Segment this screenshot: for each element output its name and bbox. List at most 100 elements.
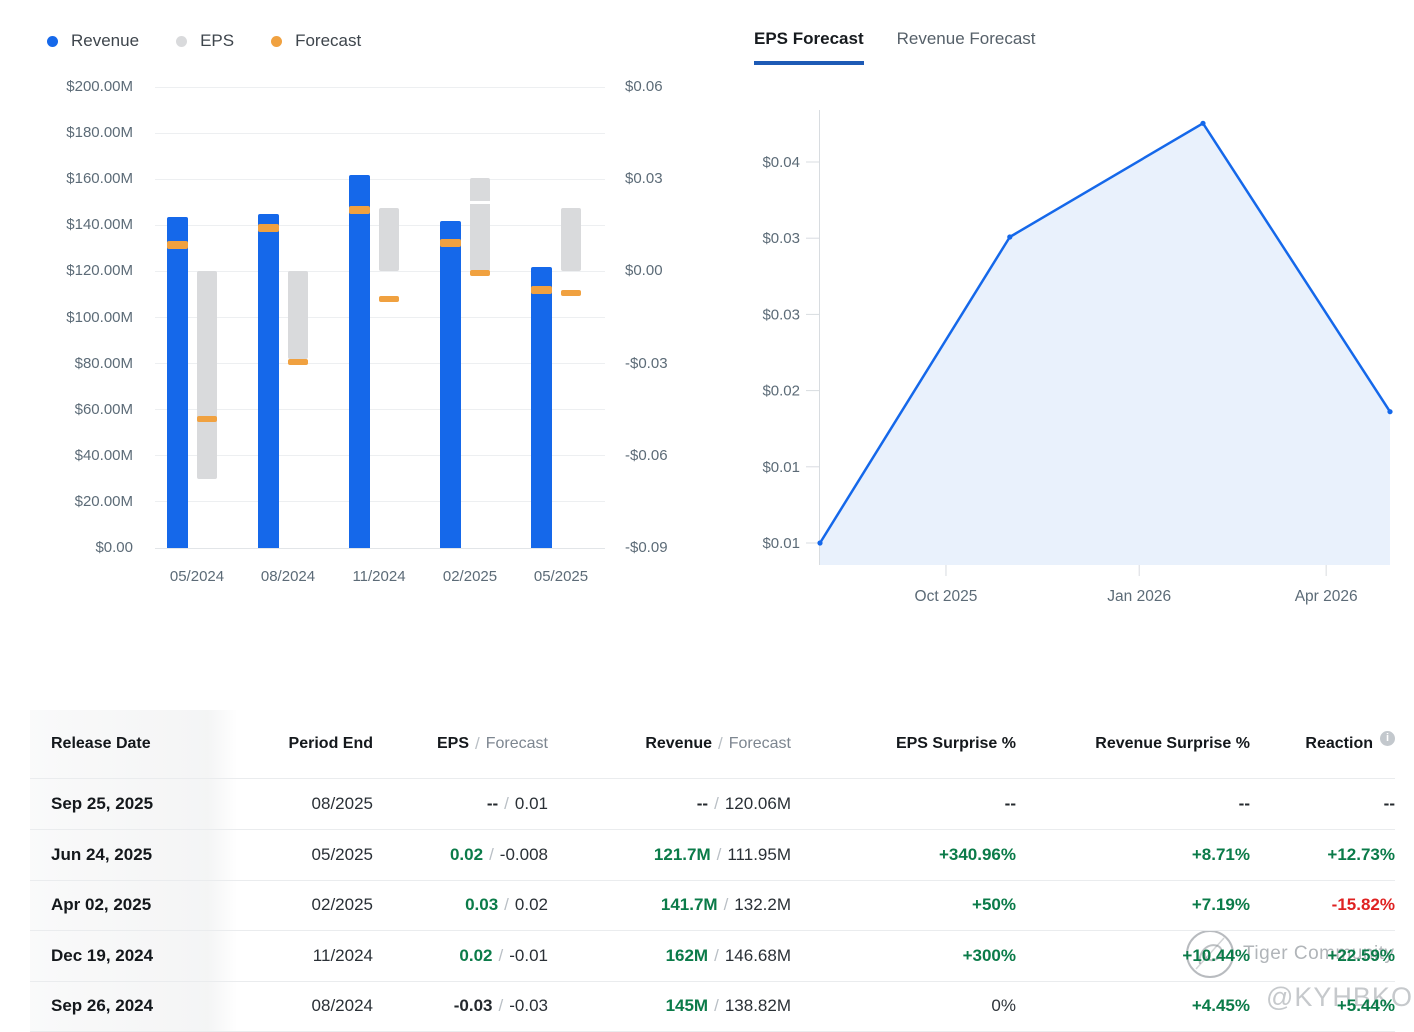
revenue-dot-icon — [47, 35, 58, 47]
cell-revenue: 141.7M / 132.2M — [565, 880, 791, 930]
y-axis-label-left: $0.00 — [95, 539, 133, 556]
data-point — [1007, 234, 1013, 240]
cell-revenue-surprise: +8.71% — [1030, 830, 1250, 880]
revenue-eps-combo-chart[interactable]: $200.00M $180.00M $160.00M $140.00M $120.00M… — [0, 0, 710, 620]
sticky-column-shade — [30, 710, 237, 1032]
forecast-dot-icon — [271, 35, 283, 47]
x-axis-label: 08/2024 — [260, 568, 316, 585]
cell-eps-surprise: +340.96% — [810, 830, 1016, 880]
y-axis-label-right: -$0.03 — [625, 354, 668, 372]
release-date: Sep 26, 2024 — [51, 996, 154, 1015]
y-tick-label: $0.03 — [762, 230, 800, 247]
cell-reaction: +5.44% — [1262, 981, 1395, 1031]
revenue-bar[interactable] — [349, 174, 370, 548]
cell-revenue-surprise: +10.44% — [1030, 931, 1250, 981]
cell-eps: 0.03 / 0.02 — [390, 880, 548, 930]
cell-reaction: +22.59% — [1262, 931, 1395, 981]
legend-label-forecast: Forecast — [295, 31, 362, 50]
header-cell: Release Date — [51, 710, 231, 778]
revenue-bar[interactable] — [531, 267, 552, 548]
gridline — [155, 501, 605, 503]
header-cell: EPS Surprise % — [810, 710, 1016, 778]
eps-surprise: +50% — [972, 895, 1016, 914]
eps-bar[interactable] — [561, 208, 581, 272]
revenue-forecast-marker — [440, 239, 461, 248]
release-date: Sep 25, 2025 — [51, 794, 154, 813]
y-axis-label-right: -$0.06 — [625, 446, 668, 464]
revenue-forecast: 120.06M — [724, 794, 791, 813]
header-cell: Revenue / Forecast — [565, 710, 791, 778]
eps-forecast: -0.008 — [499, 844, 548, 864]
gridline — [155, 363, 605, 365]
slash: / — [714, 794, 719, 813]
eps-bar[interactable] — [470, 177, 490, 272]
cell-reaction: +12.73% — [1262, 830, 1395, 880]
cell-release-date: Jun 24, 2025 — [51, 830, 231, 880]
table-row[interactable]: Jun 24, 2025 05/2025 0.02/-0.008 121.7M/111… — [30, 830, 1395, 881]
cell-revenue: 162M/146.68M — [565, 931, 791, 981]
info-icon[interactable]: i — [1380, 730, 1395, 746]
revenue-bar[interactable] — [167, 216, 188, 548]
header-label: Revenue Surprise % — [1095, 735, 1250, 752]
revenue-forecast-marker — [258, 224, 279, 233]
y-axis-label-left: $100.00M — [66, 308, 133, 326]
table-row[interactable]: Dec 19, 2024 11/2024 0.02/-0.01 162M/146.68… — [30, 931, 1395, 982]
cell-eps: 0.02/-0.01 — [390, 931, 548, 981]
cell-period-end: 05/2025 — [230, 830, 373, 880]
legend-item-revenue[interactable]: Revenue — [47, 30, 139, 52]
release-date: Jun 24, 2025 — [51, 844, 153, 864]
revenue-forecast: 146.68M — [724, 945, 791, 965]
revenue-forecast: 132.2M — [734, 895, 791, 914]
revenue-surprise: -- — [1238, 794, 1250, 813]
data-point — [817, 540, 823, 546]
cell-revenue: -- / 120.06M — [565, 779, 791, 829]
revenue-actual: 121.7M — [653, 844, 711, 864]
eps-bar[interactable] — [379, 208, 399, 272]
y-axis-label-left: $80.00M — [74, 354, 133, 372]
release-date: Dec 19, 2024 — [51, 945, 154, 965]
eps-forecast-chart[interactable]: $0.04 $0.03 $0.03 $0.02 $0.01 $0.01 Oct 2025 Ja… — [740, 85, 1414, 615]
revenue-actual: 145M — [665, 996, 709, 1015]
y-axis-label-left: $60.00M — [74, 400, 133, 418]
eps-surprise: -- — [1004, 794, 1016, 813]
eps-bar[interactable] — [288, 271, 308, 359]
eps-forecast: -0.01 — [509, 945, 548, 965]
revenue-forecast-marker — [349, 205, 370, 214]
table-row[interactable]: Sep 25, 2025 08/2025 --/0.01 --/120.06M -- --… — [30, 779, 1395, 830]
reaction: -15.82% — [1331, 895, 1395, 914]
gridline — [155, 178, 605, 180]
table-row[interactable]: Apr 02, 2025 02/2025 0.03 / 0.02 141.7M / 132.2… — [30, 880, 1395, 931]
eps-surprise: +300% — [962, 945, 1016, 965]
eps-bar[interactable] — [197, 271, 217, 479]
y-axis-label-right: $0.03 — [625, 170, 663, 188]
cell-revenue-surprise: +7.19% — [1030, 880, 1250, 930]
legend-item-forecast[interactable]: Forecast — [271, 30, 361, 52]
gridline — [155, 86, 605, 88]
slash: / — [718, 734, 723, 753]
area-fill — [820, 123, 1390, 566]
revenue-bar[interactable] — [440, 221, 461, 548]
tab-revenue-forecast[interactable]: Revenue Forecast — [896, 29, 1036, 48]
cell-revenue-surprise: +4.45% — [1030, 981, 1250, 1031]
legend-item-eps[interactable]: EPS — [176, 30, 234, 52]
eps-surprise: +340.96% — [938, 844, 1016, 864]
gridline — [155, 317, 605, 318]
eps-forecast-line — [818, 122, 1392, 545]
y-axis-label-left: $40.00M — [74, 446, 133, 464]
x-axis-label: 05/2024 — [169, 568, 225, 585]
tab-eps-forecast[interactable]: EPS Forecast — [754, 28, 864, 65]
forecast-tabs: EPS Forecast Revenue Forecast — [754, 28, 1036, 65]
revenue-bar[interactable] — [258, 213, 279, 548]
cell-reaction: -15.82% — [1262, 880, 1395, 930]
cell-release-date: Apr 02, 2025 — [51, 880, 231, 930]
slash: / — [714, 996, 719, 1015]
revenue-surprise: +10.44% — [1182, 945, 1250, 965]
table-row[interactable]: Sep 26, 2024 08/2024 -0.03 / -0.03 145M / 138.8… — [30, 981, 1395, 1032]
revenue-forecast-marker — [167, 240, 188, 249]
gridline — [155, 270, 605, 272]
legend-label-revenue: Revenue — [71, 31, 140, 50]
period-end: 08/2025 — [311, 794, 373, 813]
cell-release-date: Dec 19, 2024 — [51, 931, 231, 981]
revenue-actual: -- — [696, 794, 709, 813]
